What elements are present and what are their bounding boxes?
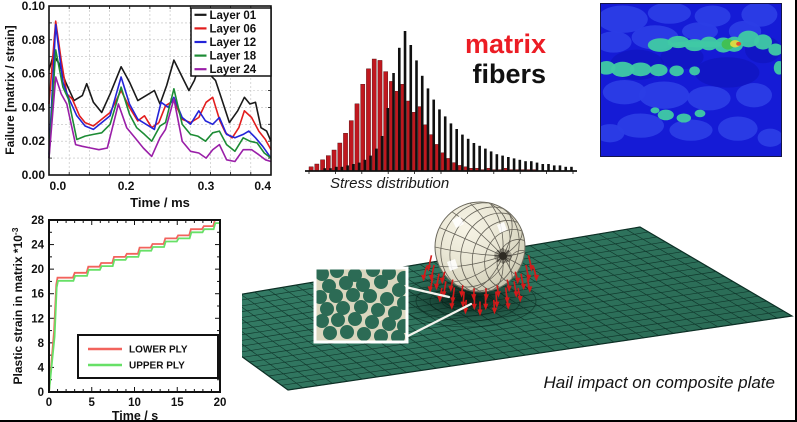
svg-text:24: 24 (31, 240, 44, 252)
contact-force-arrows (421, 255, 539, 316)
fiber-circles (315, 268, 407, 342)
svg-text:28: 28 (31, 215, 44, 227)
frame-edge-right (795, 0, 797, 422)
svg-text:0.04: 0.04 (22, 100, 46, 114)
svg-text:0.06: 0.06 (22, 67, 46, 81)
svg-text:0.2: 0.2 (118, 179, 135, 193)
scene-caption: Hail impact on composite plate (543, 373, 775, 392)
fem-contour-plot (595, 2, 785, 157)
svg-text:16: 16 (31, 289, 44, 301)
svg-text:20: 20 (31, 264, 44, 276)
svg-text:Layer 06: Layer 06 (210, 23, 257, 35)
svg-text:UPPER PLY: UPPER PLY (129, 361, 185, 372)
svg-text:5: 5 (89, 397, 96, 409)
stress-distribution-histogram (305, 31, 577, 174)
histogram-series-labels: matrix fibers (428, 29, 546, 89)
svg-text:Plastic strain in matrix *10-3: Plastic strain in matrix *10-3 (10, 227, 25, 384)
svg-text:8: 8 (38, 338, 45, 350)
svg-text:Layer 01: Layer 01 (210, 10, 257, 22)
svg-text:4: 4 (38, 362, 45, 374)
svg-text:0.3: 0.3 (198, 179, 215, 193)
frame-edge-bottom (0, 420, 797, 422)
histogram-bars (308, 31, 573, 172)
fiber-microstructure-inset (313, 266, 409, 344)
svg-text:0.4: 0.4 (254, 179, 271, 193)
stress-distribution-caption: Stress distribution (330, 175, 450, 192)
svg-text:Time / s: Time / s (112, 409, 158, 422)
svg-text:15: 15 (171, 397, 184, 409)
fibers-label: fibers (472, 59, 546, 89)
failure-strain-chart: 0.00 0.02 0.04 0.06 0.08 0.10 0.0 0.2 0.3 0.4 Time… (3, 0, 275, 212)
svg-text:0: 0 (38, 387, 44, 399)
svg-text:Time / ms: Time / ms (130, 195, 190, 210)
svg-text:0.00: 0.00 (22, 168, 46, 182)
svg-text:20: 20 (214, 397, 227, 409)
matrix-label: matrix (464, 29, 546, 59)
svg-text:0.10: 0.10 (22, 0, 46, 13)
svg-text:0.0: 0.0 (50, 179, 67, 193)
series-lines (48, 20, 272, 163)
callout-lines (399, 284, 473, 338)
svg-text:0.02: 0.02 (22, 134, 46, 148)
svg-text:0.08: 0.08 (22, 33, 46, 47)
svg-text:12: 12 (31, 313, 44, 325)
fem-high-stress-bands (597, 30, 785, 123)
svg-text:Failure [matrix / strain]: Failure [matrix / strain] (3, 25, 17, 154)
plastic-strain-chart: 0 4 8 12 16 20 24 28 0 5 10 15 20 Time / s Plastic str… (8, 212, 242, 422)
svg-text:LOWER PLY: LOWER PLY (129, 345, 188, 356)
series-lines (48, 219, 220, 393)
svg-text:10: 10 (128, 397, 141, 409)
axis-labels: 0 4 8 12 16 20 24 28 0 5 10 15 20 Time / s Plastic str… (10, 215, 226, 422)
legend: LOWER PLY UPPER PLY (77, 334, 219, 379)
axis-labels: 0.00 0.02 0.04 0.06 0.08 0.10 0.0 0.2 0.3 0.4 Time… (3, 0, 271, 210)
hailstone-sphere (434, 201, 526, 293)
svg-text:0: 0 (46, 397, 52, 409)
fem-contour-canvas (595, 2, 785, 156)
svg-text:Layer 12: Layer 12 (210, 37, 257, 49)
svg-text:Layer 18: Layer 18 (210, 51, 257, 63)
svg-text:Layer 24: Layer 24 (210, 64, 257, 76)
